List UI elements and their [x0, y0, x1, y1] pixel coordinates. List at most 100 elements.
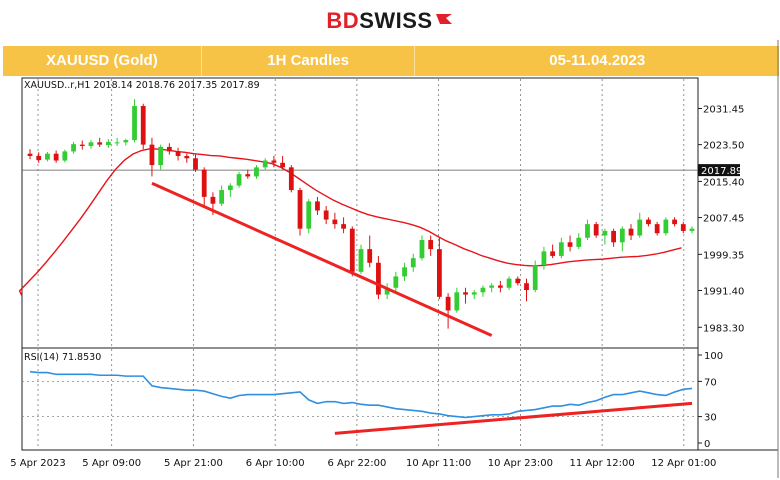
candle: [88, 140, 94, 149]
candle-body: [27, 153, 33, 156]
candle-body: [123, 140, 129, 143]
candle: [532, 260, 538, 293]
y-tick-label: 2015.40: [703, 177, 744, 188]
candle: [436, 237, 442, 300]
header-timeframe: 1H Candles: [202, 46, 416, 76]
candle: [114, 137, 120, 146]
x-tick-label: 6 Apr 22:00: [327, 458, 386, 469]
rsi-tick-label: 30: [704, 413, 717, 424]
candle-body: [193, 158, 198, 170]
candle: [349, 226, 355, 277]
candle-body: [593, 224, 599, 236]
candle: [288, 165, 294, 193]
x-tick-label: 5 Apr 09:00: [82, 458, 141, 469]
candle: [227, 183, 233, 197]
y-tick-label: 2031.45: [703, 104, 744, 115]
candle: [611, 228, 617, 247]
candle-body: [79, 144, 85, 146]
candle: [463, 287, 468, 304]
candle: [271, 155, 277, 168]
candle-body: [166, 146, 172, 152]
candle-body: [454, 292, 460, 311]
candle-body: [480, 287, 486, 293]
candle-body: [114, 142, 120, 144]
candle-body: [332, 219, 338, 225]
y-tick-label: 1991.40: [703, 286, 744, 297]
candle-body: [550, 251, 556, 256]
candle-body: [149, 144, 155, 166]
candle: [428, 235, 434, 256]
arrow-flag-icon: [435, 12, 454, 30]
candle-body: [663, 219, 669, 234]
y-tick-label: 2023.50: [703, 141, 744, 152]
candle: [585, 219, 590, 241]
candle-body: [463, 292, 468, 295]
current-price-label: 2017.89: [701, 166, 742, 177]
candle: [323, 205, 329, 225]
chart-header-bar: XAUUSD (Gold) 1H Candles 05-11.04.2023: [3, 46, 779, 76]
candle: [497, 280, 503, 293]
candle-body: [105, 141, 111, 146]
candle-body: [306, 201, 312, 229]
candle: [184, 153, 190, 163]
candle-body: [497, 285, 503, 288]
candle-body: [254, 167, 259, 177]
brand-name-red: BD: [326, 8, 360, 33]
candle-body: [97, 142, 103, 145]
candle-body: [45, 153, 50, 160]
candle-body: [471, 292, 477, 295]
candle-body: [140, 105, 146, 145]
brand-logo: BDSWISS: [0, 6, 780, 36]
candle-body: [524, 283, 529, 291]
candle: [558, 237, 564, 259]
price-panel-frame: [21, 77, 699, 349]
candle-body: [227, 185, 233, 191]
rsi-info-label: RSI(14) 71.8530: [24, 352, 101, 363]
candle: [419, 235, 425, 261]
candle-body: [210, 196, 216, 204]
candle-body: [585, 224, 590, 238]
candle: [689, 226, 695, 234]
candle: [27, 149, 33, 160]
candle-body: [445, 296, 451, 311]
candle: [524, 278, 529, 302]
candle-body: [36, 155, 42, 161]
candle-body: [376, 262, 381, 295]
candles-layer: [27, 99, 695, 329]
candle: [680, 221, 686, 234]
candle-body: [288, 167, 294, 191]
candle-body: [532, 265, 538, 291]
candle: [71, 141, 76, 154]
candle-body: [53, 153, 59, 161]
candle-body: [611, 230, 617, 243]
candle: [541, 246, 547, 270]
candle: [158, 144, 164, 170]
x-tick-label: 12 Apr 01:00: [651, 458, 716, 469]
candle: [97, 137, 103, 147]
candle-body: [428, 240, 434, 250]
candle: [175, 147, 181, 161]
candle-body: [236, 174, 242, 186]
candle: [315, 196, 320, 216]
rsi-layer: [29, 370, 693, 435]
rsi-tick-label: 100: [704, 351, 723, 362]
candle: [149, 137, 155, 177]
candle: [663, 217, 669, 236]
candle: [62, 149, 68, 163]
y-tick-label: 1983.30: [703, 323, 744, 334]
candle-body: [515, 278, 521, 284]
candle-body: [654, 224, 660, 234]
candle-body: [175, 151, 181, 156]
candle: [132, 99, 137, 143]
candle-body: [367, 249, 373, 263]
candle-body: [689, 228, 695, 231]
candle: [105, 139, 111, 148]
candle-body: [419, 240, 425, 259]
candle: [628, 224, 634, 241]
candle: [262, 158, 268, 171]
candle-body: [245, 174, 251, 177]
candle-body: [262, 160, 268, 168]
candle: [550, 244, 556, 259]
header-date-range: 05-11.04.2023: [549, 52, 646, 69]
